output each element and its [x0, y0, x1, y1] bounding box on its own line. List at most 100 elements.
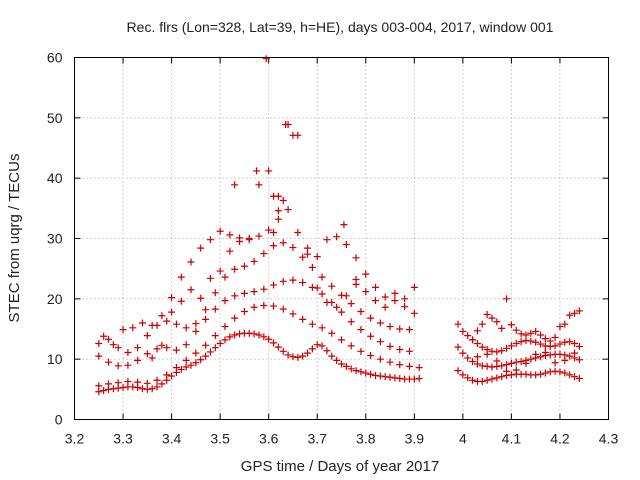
data-point — [211, 305, 219, 313]
data-point — [575, 307, 583, 315]
x-tick-label: 3.8 — [356, 431, 376, 447]
data-point — [493, 348, 501, 356]
data-point — [289, 244, 297, 252]
data-point — [571, 339, 579, 347]
data-point — [391, 374, 399, 382]
data-point — [338, 291, 345, 299]
data-point — [153, 383, 161, 391]
data-point — [284, 206, 292, 214]
data-point — [308, 345, 316, 353]
y-tick-label: 50 — [47, 110, 63, 126]
data-point — [182, 356, 190, 364]
data-point — [134, 356, 142, 364]
data-point — [304, 244, 312, 252]
data-point — [134, 344, 142, 352]
data-point — [488, 363, 496, 371]
data-point — [571, 373, 579, 381]
data-point — [114, 344, 122, 352]
data-point — [512, 326, 520, 334]
data-point — [546, 337, 554, 345]
data-point — [352, 254, 360, 262]
data-point — [231, 265, 239, 273]
data-point — [138, 319, 146, 327]
data-point — [566, 352, 574, 360]
data-point — [338, 336, 345, 344]
data-point — [357, 308, 365, 316]
data-point — [236, 238, 244, 246]
data-point — [527, 337, 535, 345]
data-point — [216, 227, 224, 235]
y-axis-title: STEC from uqrg / TECUs — [6, 154, 23, 323]
data-point — [182, 341, 190, 349]
data-point — [221, 336, 229, 344]
data-point — [454, 343, 462, 351]
data-point — [493, 374, 501, 382]
data-point — [114, 362, 122, 370]
data-point — [231, 331, 239, 339]
data-point — [138, 385, 146, 393]
data-point — [532, 371, 540, 379]
x-tick-labels: 3.2 3.3 3.4 3.5 3.6 3.7 3.8 3.9 4 4.1 4.2 4.3 — [65, 431, 619, 447]
data-point — [507, 359, 515, 367]
data-point — [216, 339, 224, 347]
data-point — [571, 309, 579, 317]
data-point — [172, 320, 180, 328]
data-point — [134, 378, 142, 386]
data-point — [168, 308, 176, 316]
data-point — [226, 231, 234, 239]
data-point — [270, 228, 278, 236]
data-point — [308, 283, 316, 291]
y-tick-label: 20 — [47, 291, 63, 307]
data-point — [260, 250, 268, 258]
data-point — [250, 257, 258, 265]
data-point — [304, 250, 312, 258]
data-point — [304, 349, 312, 357]
data-point — [221, 273, 229, 281]
data-point — [371, 371, 379, 379]
data-point — [323, 236, 331, 244]
data-point — [299, 253, 307, 261]
data-point — [338, 308, 345, 316]
data-point — [507, 371, 515, 379]
x-tick-label: 4 — [459, 431, 467, 447]
data-point — [541, 349, 549, 357]
data-point — [386, 323, 394, 331]
data-point — [323, 347, 331, 355]
data-point — [498, 373, 506, 381]
data-point — [114, 379, 122, 387]
data-point — [143, 332, 151, 340]
data-point — [250, 330, 258, 338]
data-point — [342, 362, 350, 370]
data-point — [265, 335, 273, 343]
data-point — [289, 276, 297, 284]
data-point — [265, 226, 273, 234]
data-point — [459, 371, 467, 379]
data-point — [352, 367, 360, 375]
data-point — [566, 311, 574, 319]
data-point — [294, 228, 302, 236]
data-point — [503, 367, 511, 375]
data-point — [512, 366, 520, 374]
data-point — [119, 384, 127, 392]
data-point — [172, 346, 180, 354]
data-point — [177, 273, 185, 281]
data-point — [226, 333, 234, 341]
data-point — [274, 215, 282, 223]
data-point — [401, 303, 409, 311]
data-point — [498, 362, 506, 370]
data-point — [158, 380, 166, 388]
data-point — [279, 347, 287, 355]
data-point — [211, 344, 219, 352]
data-point — [289, 310, 297, 318]
data-point — [163, 317, 171, 325]
data-point — [371, 283, 379, 291]
data-point — [410, 309, 418, 317]
data-point — [265, 167, 273, 175]
data-point — [279, 277, 287, 285]
data-point — [401, 295, 409, 303]
data-point — [391, 297, 399, 305]
data-point — [163, 371, 171, 379]
data-point — [342, 292, 350, 300]
data-point — [289, 353, 297, 361]
data-point — [124, 377, 132, 385]
